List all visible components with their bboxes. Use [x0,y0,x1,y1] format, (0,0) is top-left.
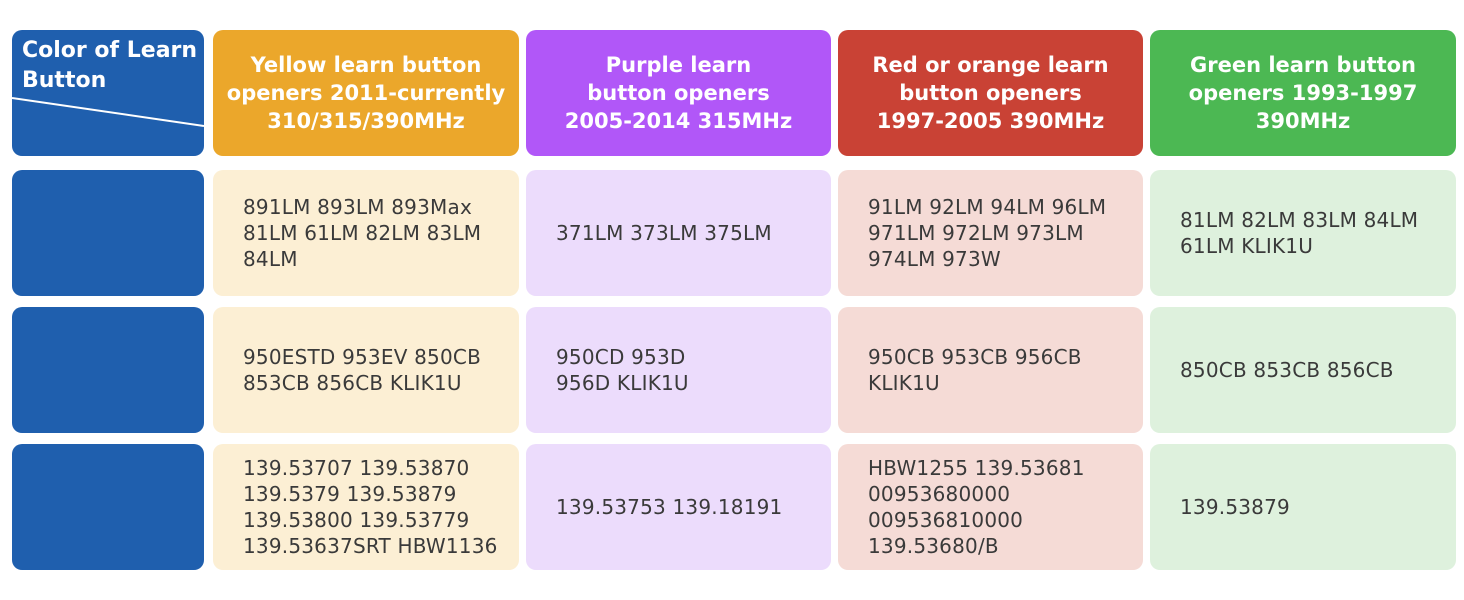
table-cell-purple: 139.53753 139.18191 [526,444,831,570]
table-cell-purple: 371LM 373LM 375LM [526,170,831,296]
cell-text: 950ESTD 953EV 850CB 853CB 856CB KLIK1U [243,345,481,395]
table-cell-green: 81LM 82LM 83LM 84LM 61LM KLIK1U [1150,170,1456,296]
table-cell-yellow: 950ESTD 953EV 850CB 853CB 856CB KLIK1U [213,307,519,433]
row-label-cell [12,170,204,296]
table-cell-purple: 950CD 953D 956D KLIK1U [526,307,831,433]
row-label-cell [12,444,204,570]
cell-text: 371LM 373LM 375LM [556,221,772,245]
column-header-purple: Purple learn button openers 2005-2014 31… [526,30,831,156]
corner-header-label: Color of Learn Button [22,38,198,93]
cell-text: 139.53879 [1180,495,1290,519]
table-cell-yellow: 139.53707 139.53870 139.5379 139.53879 1… [213,444,519,570]
column-header-red-orange: Red or orange learn button openers 1997-… [838,30,1143,156]
table-cell-red-orange: HBW1255 139.53681 00953680000 0095368100… [838,444,1143,570]
cell-text: HBW1255 139.53681 00953680000 0095368100… [868,456,1085,558]
column-header-green: Green learn button openers 1993-1997 390… [1150,30,1456,156]
column-header-label: Red or orange learn button openers 1997-… [872,53,1109,133]
cell-text: 950CB 953CB 956CB KLIK1U [868,345,1082,395]
cell-text: 850CB 853CB 856CB [1180,358,1394,382]
row-label-cell [12,307,204,433]
table-cell-green: 139.53879 [1150,444,1456,570]
column-header-label: Purple learn button openers 2005-2014 31… [564,53,793,133]
diagonal-divider [12,97,204,127]
column-header-label: Yellow learn button openers 2011-current… [226,53,506,133]
corner-header-cell: Color of Learn Button [12,30,204,156]
cell-text: 891LM 893LM 893Max 81LM 61LM 82LM 83LM 8… [243,195,482,271]
column-header-yellow: Yellow learn button openers 2011-current… [213,30,519,156]
cell-text: 139.53707 139.53870 139.5379 139.53879 1… [243,456,498,558]
table-cell-yellow: 891LM 893LM 893Max 81LM 61LM 82LM 83LM 8… [213,170,519,296]
cell-text: 139.53753 139.18191 [556,495,783,519]
table-cell-green: 850CB 853CB 856CB [1150,307,1456,433]
cell-text: 81LM 82LM 83LM 84LM 61LM KLIK1U [1180,208,1419,258]
table-cell-red-orange: 950CB 953CB 956CB KLIK1U [838,307,1143,433]
cell-text: 950CD 953D 956D KLIK1U [556,345,689,395]
cell-text: 91LM 92LM 94LM 96LM 971LM 972LM 973LM 97… [868,195,1107,271]
column-header-label: Green learn button openers 1993-1997 390… [1188,53,1418,133]
table-cell-red-orange: 91LM 92LM 94LM 96LM 971LM 972LM 973LM 97… [838,170,1143,296]
